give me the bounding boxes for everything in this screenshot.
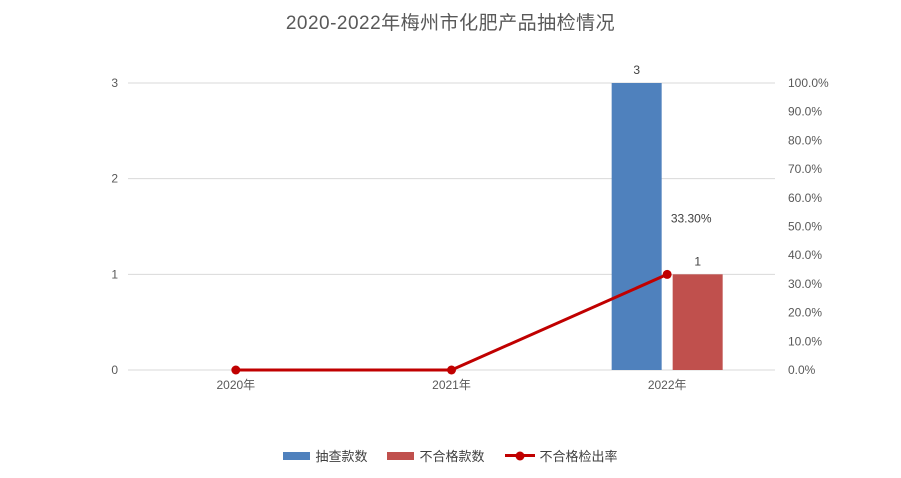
right-axis-tick-label: 40.0%: [788, 248, 822, 262]
legend-item: 抽查款数: [283, 446, 367, 465]
x-axis-category-label: 2020年: [216, 378, 255, 392]
right-axis-tick-label: 90.0%: [788, 105, 822, 119]
x-axis-category-label: 2021年: [432, 378, 471, 392]
right-axis-tick-label: 70.0%: [788, 162, 822, 176]
right-axis-tick-label: 30.0%: [788, 277, 822, 291]
legend-item: 不合格款数: [387, 446, 485, 465]
legend-bar-swatch-icon: [283, 451, 311, 460]
right-axis-tick-label: 20.0%: [788, 306, 822, 320]
right-axis-tick-label: 10.0%: [788, 334, 822, 348]
rate-line: [235, 273, 668, 372]
left-axis-tick-label: 3: [111, 76, 118, 90]
right-axis-tick-label: 0.0%: [788, 363, 816, 377]
left-axis-tick-label: 0: [111, 363, 118, 377]
bar-data-label: 3: [633, 63, 640, 77]
legend-label: 不合格款数: [419, 449, 485, 464]
left-axis-tick-label: 1: [111, 267, 118, 281]
chart-legend: 抽查款数 不合格款数 不合格检出率: [0, 446, 901, 465]
line-marker: [231, 365, 241, 375]
legend-bar-swatch-icon: [387, 451, 415, 460]
line-data-label: 33.30%: [671, 211, 712, 225]
legend-line-swatch-icon: [504, 451, 535, 460]
legend-marker-dot-icon: [515, 451, 524, 460]
bar: [611, 83, 662, 370]
legend-item: 不合格检出率: [504, 446, 618, 465]
bar: [672, 274, 723, 370]
x-axis-category-label: 2022年: [648, 378, 687, 392]
bar-data-label: 1: [694, 254, 701, 268]
right-axis-tick-label: 100.0%: [788, 76, 829, 90]
right-axis-tick-label: 60.0%: [788, 191, 822, 205]
line-marker: [662, 269, 672, 279]
right-axis-tick-label: 50.0%: [788, 220, 822, 234]
chart-title: 2020-2022年梅州市化肥产品抽检情况: [285, 13, 616, 34]
right-axis-tick-label: 80.0%: [788, 133, 822, 147]
legend-label: 抽查款数: [315, 449, 368, 464]
legend-label: 不合格检出率: [539, 449, 618, 464]
left-axis-tick-label: 2: [111, 172, 118, 186]
line-marker: [447, 365, 456, 375]
